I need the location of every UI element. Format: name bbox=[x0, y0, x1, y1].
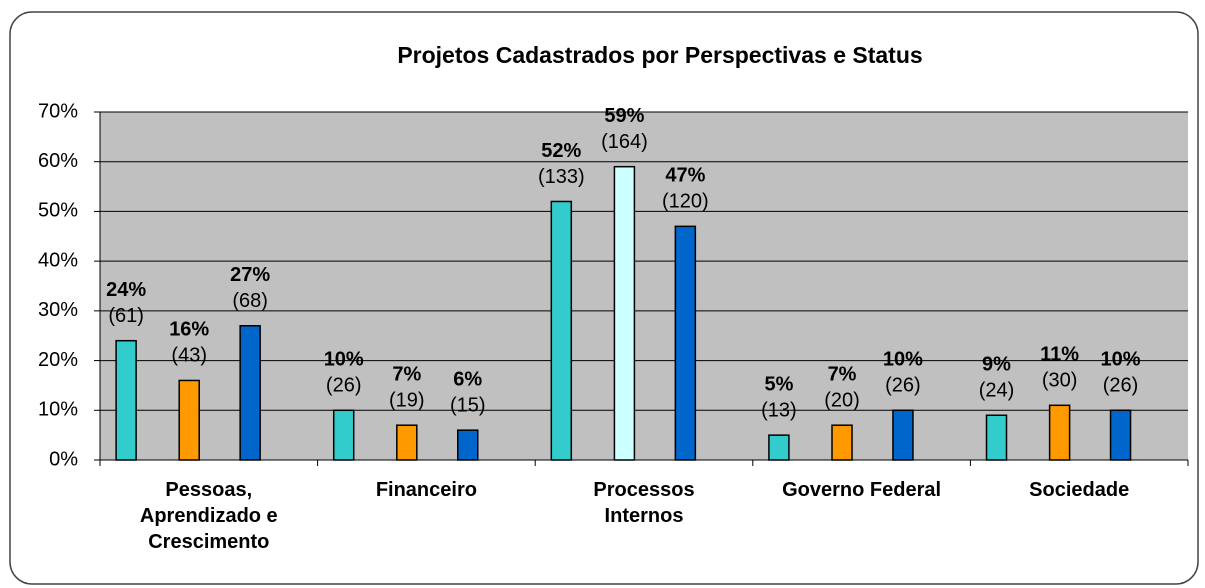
bar bbox=[456, 429, 479, 461]
bar bbox=[674, 225, 697, 461]
count-label: (26) bbox=[885, 375, 921, 397]
count-label: (13) bbox=[761, 399, 797, 421]
value-label: 7% bbox=[392, 363, 421, 385]
x-tick-label: Processos Internos bbox=[593, 479, 695, 527]
value-label: 52% bbox=[541, 140, 581, 162]
bar bbox=[396, 424, 418, 461]
bar bbox=[178, 379, 200, 461]
count-label: (15) bbox=[450, 394, 486, 416]
x-tick-label: Governo Federal bbox=[782, 479, 942, 501]
x-tick-label: Pessoas, Aprendizado e Crescimento bbox=[139, 479, 278, 553]
count-label: (120) bbox=[662, 191, 709, 213]
count-label: (20) bbox=[824, 389, 860, 411]
count-label: (133) bbox=[538, 166, 585, 188]
value-label: 47% bbox=[665, 165, 705, 187]
bar bbox=[1048, 404, 1071, 461]
count-label: (19) bbox=[389, 389, 425, 411]
plot-area bbox=[100, 112, 1188, 460]
value-label: 6% bbox=[453, 368, 482, 390]
count-label: (26) bbox=[326, 375, 362, 397]
value-label: 7% bbox=[828, 363, 857, 385]
y-tick-label: 50% bbox=[38, 200, 78, 222]
value-label: 11% bbox=[1040, 344, 1079, 366]
y-tick-label: 40% bbox=[38, 249, 78, 271]
value-label: 27% bbox=[230, 264, 270, 286]
value-label: 10% bbox=[324, 349, 364, 371]
chart-title: Projetos Cadastrados por Perspectivas e … bbox=[397, 42, 922, 68]
count-label: (24) bbox=[979, 380, 1015, 402]
value-label: 9% bbox=[982, 354, 1011, 376]
bar bbox=[892, 409, 914, 461]
count-label: (30) bbox=[1042, 370, 1078, 392]
bar bbox=[768, 434, 790, 461]
count-label: (68) bbox=[232, 290, 268, 312]
y-tick-label: 20% bbox=[38, 349, 78, 371]
count-label: (61) bbox=[108, 305, 144, 327]
value-label: 5% bbox=[764, 373, 793, 395]
value-label: 10% bbox=[1101, 349, 1141, 371]
value-label: 24% bbox=[106, 279, 146, 301]
y-tick-label: 0% bbox=[49, 448, 78, 470]
x-tick-label: Sociedade bbox=[1029, 479, 1130, 501]
bar bbox=[550, 200, 573, 461]
y-tick-label: 10% bbox=[38, 399, 78, 421]
count-label: (26) bbox=[1103, 375, 1139, 397]
bar bbox=[831, 424, 853, 461]
bar bbox=[985, 414, 1008, 461]
bar bbox=[332, 409, 355, 461]
count-label: (43) bbox=[171, 345, 207, 367]
value-label: 16% bbox=[169, 319, 209, 341]
bar bbox=[613, 165, 636, 461]
bar bbox=[1109, 409, 1132, 461]
value-label: 59% bbox=[604, 105, 644, 127]
bar bbox=[239, 325, 261, 461]
y-tick-label: 60% bbox=[38, 150, 78, 172]
count-label: (164) bbox=[601, 131, 648, 153]
y-tick-label: 70% bbox=[38, 100, 78, 122]
bar bbox=[115, 339, 137, 461]
x-tick-label: Financeiro bbox=[375, 479, 477, 501]
value-label: 10% bbox=[883, 349, 923, 371]
y-tick-label: 30% bbox=[38, 299, 78, 321]
